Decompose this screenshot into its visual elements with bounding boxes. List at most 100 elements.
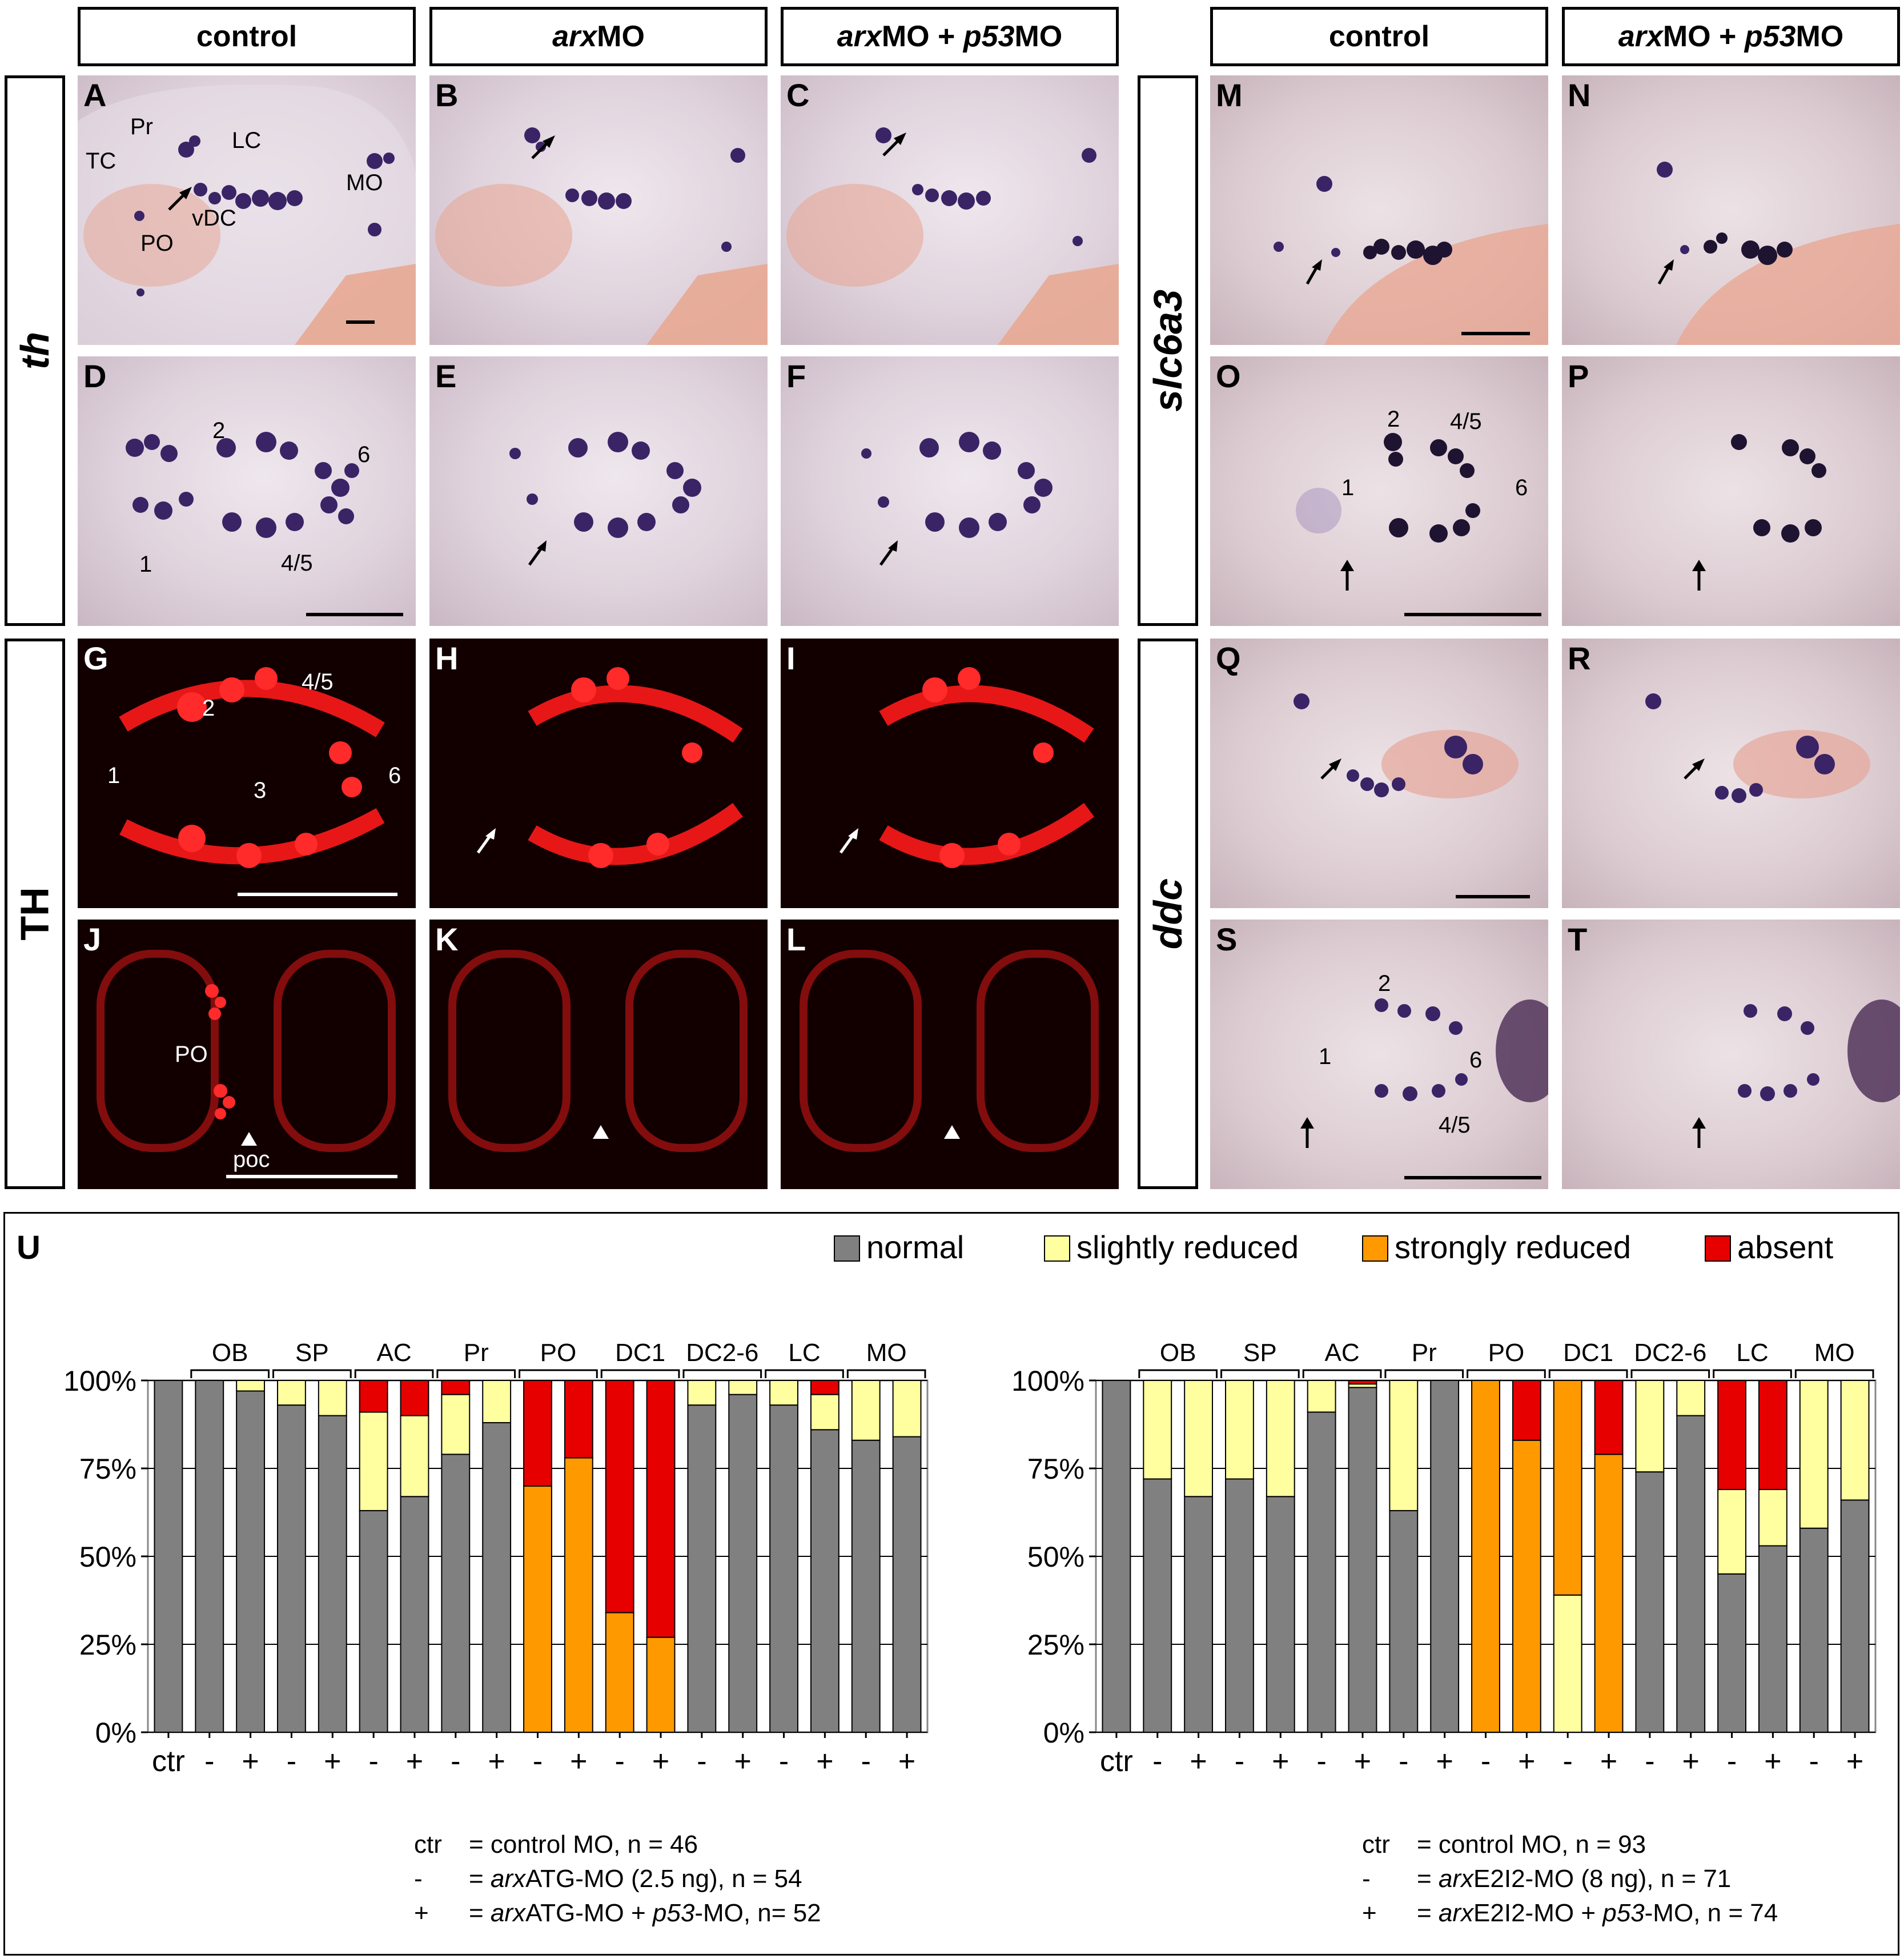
bar-segment-slightly-reduced: [400, 1415, 429, 1498]
panel-letter: J: [83, 921, 102, 957]
group-bracket: [272, 1369, 352, 1378]
x-tick-label: +: [1764, 1745, 1781, 1778]
cluster-label: 4/5: [302, 669, 334, 695]
x-tick-label: +: [488, 1745, 505, 1778]
cluster-label: 6: [388, 763, 401, 788]
bar-segment-slightly-reduced: [1758, 1488, 1787, 1547]
bar-segment-normal: [810, 1429, 839, 1733]
group-label: DC1: [615, 1339, 665, 1367]
y-tick-label: 100%: [63, 1365, 136, 1397]
x-tick-label: -: [1481, 1745, 1491, 1778]
x-tick-label: -: [451, 1745, 460, 1778]
footnote-key: -: [414, 1865, 423, 1893]
panel-F-art: [861, 432, 1053, 566]
cluster-label: 4/5: [1450, 409, 1482, 434]
footnote-italic: p53: [1602, 1899, 1645, 1927]
panel-H-art: [476, 667, 743, 868]
legend-swatch-absent: [1705, 1235, 1731, 1262]
bar-segment-normal: [1676, 1415, 1706, 1733]
x-tick-label: +: [1518, 1745, 1535, 1778]
group-bracket: [1384, 1369, 1464, 1378]
panel-letter: C: [786, 77, 810, 113]
bar-segment-absent: [605, 1380, 634, 1613]
x-tick-label: +: [1436, 1745, 1453, 1778]
region-label: LC: [232, 128, 262, 153]
bar-segment-normal: [277, 1404, 306, 1733]
panel-letter: H: [435, 640, 459, 676]
footnote-italic: arx: [1438, 1899, 1474, 1927]
x-tick-label: -: [533, 1745, 543, 1778]
x-tick-label: -: [287, 1745, 296, 1778]
x-tick-label: +: [1682, 1745, 1700, 1778]
bar-segment-strongly-reduced: [1594, 1454, 1624, 1733]
group-bracket: [436, 1369, 516, 1378]
bar-segment-slightly-reduced: [1553, 1594, 1582, 1733]
panel-B: B: [429, 75, 768, 345]
cluster-label: 2: [212, 418, 226, 443]
panel-N-art: [1657, 162, 1900, 345]
panel-J: J PO poc: [78, 920, 416, 1189]
x-tick-label: -: [1235, 1745, 1244, 1778]
panel-U: U normal slightly reduced strongly reduc…: [3, 1212, 1899, 1956]
bar-segment-normal: [1758, 1545, 1787, 1733]
panel-Q: Q: [1210, 639, 1548, 908]
header-left-arxmo-p53mo: arx MO + p53 MO: [781, 7, 1119, 66]
x-tick-label: +: [1272, 1745, 1289, 1778]
cluster-label: 6: [357, 442, 371, 467]
bar-segment-absent: [359, 1380, 388, 1413]
x-tick-label: -: [1316, 1745, 1326, 1778]
panel-N: N: [1562, 75, 1900, 345]
bar-segment-normal: [1840, 1499, 1870, 1733]
bar-segment-absent: [523, 1380, 552, 1487]
legend-swatch-slightly-reduced: [1044, 1235, 1070, 1262]
cluster-label: 6: [1469, 1047, 1483, 1073]
header-italic: p53: [1744, 20, 1796, 53]
y-tick-label: 0%: [95, 1717, 136, 1749]
bar-segment-slightly-reduced: [277, 1380, 306, 1406]
bar-segment-normal: [195, 1380, 224, 1733]
footnote-text: =: [469, 1865, 491, 1893]
group-label: DC2-6: [1634, 1339, 1706, 1367]
chart-left: 0%25%50%75%100%ctr - + - + - + - + - + - + - + - + - +OB SP…: [63, 1339, 929, 1778]
bar-segment-strongly-reduced: [646, 1636, 676, 1733]
header-text: control: [1328, 20, 1430, 53]
x-tick-label: +: [898, 1745, 915, 1778]
bar-segment-slightly-reduced: [1799, 1380, 1829, 1529]
bar-segment-absent: [1594, 1380, 1624, 1455]
header-italic: p53: [963, 20, 1015, 53]
x-tick-label: +: [1600, 1745, 1617, 1778]
bar-segment-slightly-reduced: [1717, 1488, 1746, 1575]
cluster-label: 4/5: [1439, 1113, 1471, 1138]
panel-G: G 4/5 2 1 3 6: [78, 639, 416, 908]
bar-segment-strongly-reduced: [605, 1612, 634, 1733]
x-tick-label: +: [816, 1745, 833, 1778]
cluster-label: 3: [254, 778, 267, 803]
cluster-label: 4/5: [281, 551, 313, 576]
group-bracket: [1138, 1369, 1218, 1378]
panel-letter: S: [1216, 921, 1238, 957]
footnote-plus-left: + = arxATG-MO + p53-MO, n= 52: [414, 1899, 821, 1928]
bar-segment-normal: [1348, 1387, 1377, 1733]
bar-segment-normal: [441, 1454, 471, 1733]
bar-segment-slightly-reduced: [728, 1380, 758, 1395]
bar-segment-normal: [1225, 1478, 1254, 1733]
x-tick-label: -: [1809, 1745, 1819, 1778]
panel-letter: K: [435, 921, 459, 957]
bar-segment-slightly-reduced: [851, 1380, 881, 1441]
footnote-key: +: [414, 1899, 429, 1927]
bar-segment-absent: [1512, 1380, 1541, 1441]
cluster-label: 6: [1515, 475, 1528, 500]
footnote-key: +: [1362, 1899, 1377, 1927]
panel-S: S 2 1 6 4/5: [1210, 920, 1548, 1189]
x-tick-label: -: [779, 1745, 789, 1778]
footnote-text: = control MO, n = 93: [1417, 1830, 1646, 1858]
group-label: AC: [1324, 1339, 1359, 1367]
x-tick-label: +: [242, 1745, 259, 1778]
panel-H: H: [429, 639, 768, 908]
header-left-control: control: [78, 7, 416, 66]
x-tick-label: -: [368, 1745, 378, 1778]
bar-segment-normal: [236, 1390, 266, 1733]
footnote-text: ATG-MO (2.5 ng), n = 54: [525, 1865, 802, 1893]
cluster-label: 1: [1341, 475, 1355, 500]
y-tick-label: 50%: [79, 1541, 136, 1573]
